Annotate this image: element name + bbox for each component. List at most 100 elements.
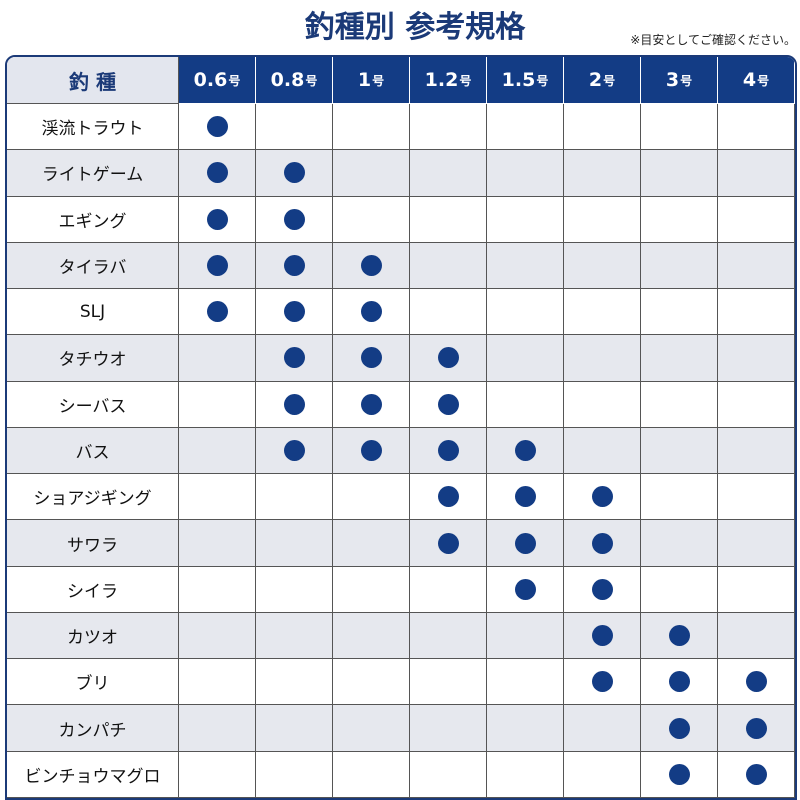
dot	[745, 717, 767, 739]
size: 0.8	[270, 69, 305, 91]
table-cell	[718, 242, 795, 290]
table-cell	[333, 520, 410, 567]
table-cell	[718, 196, 795, 243]
dot	[206, 254, 228, 276]
table-cell	[718, 474, 795, 521]
table-cell	[256, 659, 333, 706]
dot	[437, 532, 459, 554]
dot	[206, 116, 228, 138]
table-cell	[256, 196, 333, 243]
unit: 号	[757, 73, 770, 88]
table-cell	[179, 659, 256, 706]
dot	[514, 439, 536, 461]
dot	[514, 532, 536, 554]
table-cell	[487, 751, 564, 798]
unit: 号	[459, 73, 472, 88]
dot	[437, 439, 459, 461]
table-cell	[641, 612, 718, 660]
row-name: ショアジギング	[7, 474, 179, 521]
table-cell	[410, 335, 487, 382]
table-cell	[718, 612, 795, 660]
table-cell	[564, 196, 641, 243]
table-cell	[410, 381, 487, 428]
table-cell	[256, 751, 333, 798]
table-cell	[179, 196, 256, 243]
table-cell	[564, 705, 641, 752]
dot	[206, 208, 228, 230]
dot	[668, 717, 690, 739]
table-cell	[410, 566, 487, 613]
table-cell	[333, 381, 410, 428]
title: 釣種別 参考規格	[304, 10, 526, 45]
table-cell	[256, 150, 333, 197]
table-cell	[410, 104, 487, 151]
table-cell	[641, 427, 718, 475]
table-cell	[718, 659, 795, 706]
table-cell	[487, 474, 564, 521]
table-cell	[256, 566, 333, 613]
table: 釣 種 0.6 号 0.8 号 1 号 1.2 号 1.5 号 2 号 3 号 4 号渓流トラウト ライトゲームエ…	[5, 55, 797, 800]
dot	[745, 671, 767, 693]
dot	[591, 532, 613, 554]
table-cell	[564, 289, 641, 336]
dot	[360, 301, 382, 323]
row-name: カンパチ	[7, 705, 179, 752]
row-name: SLJ	[7, 289, 179, 336]
size: 4	[742, 69, 757, 91]
table-cell	[718, 104, 795, 151]
table-cell	[333, 751, 410, 798]
table-cell	[256, 612, 333, 660]
table-cell	[718, 520, 795, 567]
table-cell	[410, 705, 487, 752]
table-cell	[179, 242, 256, 290]
row-name: シーバス	[7, 381, 179, 428]
dot	[360, 439, 382, 461]
unit: 号	[228, 73, 241, 88]
table-cell	[256, 427, 333, 475]
table-cell	[564, 751, 641, 798]
table-cell	[333, 289, 410, 336]
row-name: 渓流トラウト	[7, 104, 179, 151]
table-cell	[256, 381, 333, 428]
dot	[283, 162, 305, 184]
table-cell	[333, 566, 410, 613]
size: 2	[588, 69, 603, 91]
table-cell	[179, 751, 256, 798]
table-cell	[641, 150, 718, 197]
table-cell	[564, 381, 641, 428]
table-cell	[641, 474, 718, 521]
column-header: 1.5 号	[487, 57, 564, 104]
column-header: 0.8 号	[256, 57, 333, 104]
table-cell	[487, 150, 564, 197]
table-cell	[179, 474, 256, 521]
table-cell	[564, 104, 641, 151]
table-cell	[256, 104, 333, 151]
table-cell	[179, 427, 256, 475]
table-cell	[564, 659, 641, 706]
table-cell	[564, 520, 641, 567]
note: ※目安としてご確認ください。	[630, 33, 796, 47]
dot	[283, 301, 305, 323]
dot	[437, 347, 459, 369]
row-name: シイラ	[7, 566, 179, 613]
table-cell	[179, 566, 256, 613]
unit: 号	[603, 73, 616, 88]
table-cell	[333, 335, 410, 382]
table-cell	[179, 150, 256, 197]
table-cell	[718, 335, 795, 382]
table-cell	[487, 659, 564, 706]
dot	[591, 578, 613, 600]
table-cell	[410, 474, 487, 521]
table-cell	[487, 335, 564, 382]
table-cell	[564, 427, 641, 475]
table-cell	[641, 566, 718, 613]
dot	[668, 763, 690, 785]
table-cell	[179, 289, 256, 336]
dot	[283, 439, 305, 461]
table-cell	[718, 427, 795, 475]
table-cell	[641, 659, 718, 706]
column-header: 1.2 号	[410, 57, 487, 104]
